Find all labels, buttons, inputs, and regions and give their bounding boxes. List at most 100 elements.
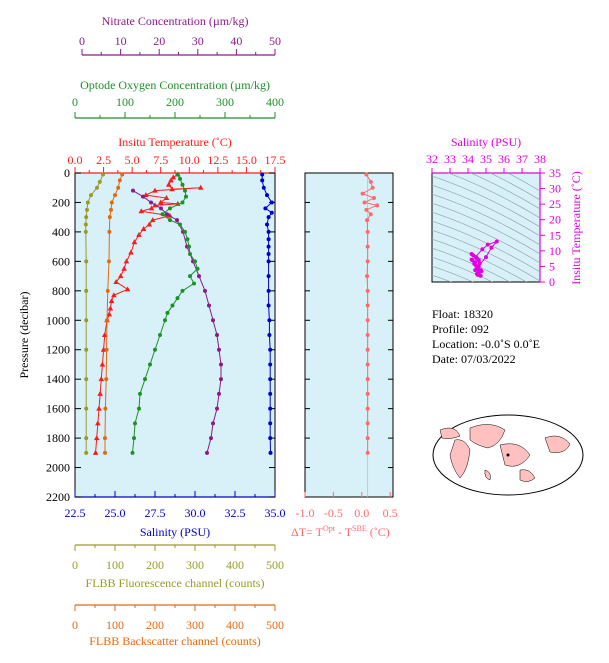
data-point-optode-oxygen-concentration — [138, 391, 142, 396]
data-point-flbb-backscatter-channel — [117, 178, 122, 183]
nitrate-axis-tick-label: 10 — [115, 34, 127, 48]
data-point-salinity — [265, 222, 269, 227]
world-map-land — [439, 427, 461, 439]
data-point-insitu-temperature — [149, 217, 156, 223]
data-point-nitrate-concentration — [217, 347, 221, 352]
data-point-insitu-temperature — [157, 199, 164, 205]
temperature-axis-tick-label: 0.0 — [68, 153, 83, 167]
data-point-t-s — [476, 258, 481, 263]
pressure-tick-label: 1200 — [46, 343, 70, 357]
temperature-axis-tick-label: 7.5 — [153, 153, 168, 167]
data-point-t-s — [470, 258, 475, 263]
data-point-salinity — [268, 406, 273, 411]
data-point-insitu-temperature — [106, 311, 113, 317]
backscatter-axis-tick-label: 300 — [186, 618, 204, 632]
delta-tick-label: 0.0 — [354, 506, 369, 520]
data-point-nitrate-concentration — [215, 333, 219, 337]
oxygen-axis-tick-label: 200 — [166, 95, 184, 109]
oxygen-axis-tick-label: 400 — [266, 95, 284, 109]
data-point-salinity — [268, 377, 273, 382]
data-point-insitu-temperature — [124, 286, 131, 292]
data-point-insitu-temperature — [163, 195, 170, 201]
data-point-insitu-temperature — [197, 184, 204, 190]
salinity-axis-tick-label: 32.5 — [225, 506, 246, 520]
ts-temperature-tick-label: 0 — [549, 275, 555, 289]
world-map-land — [469, 424, 506, 449]
ts-salinity-tick-label: 34 — [462, 152, 474, 166]
data-point-flbb-backscatter-channel — [107, 229, 112, 234]
delta-tick-label: -1.0 — [296, 506, 315, 520]
pressure-tick-label: 1000 — [46, 313, 70, 327]
delta-title-part: ΔT= T — [291, 525, 324, 539]
nitrate-axis-title: Nitrate Concentration (µm/kg) — [102, 14, 249, 28]
data-point--t — [368, 212, 373, 217]
data-point-insitu-temperature — [117, 273, 124, 279]
backscatter-axis-tick-label: 200 — [146, 618, 164, 632]
data-point-nitrate-concentration — [159, 206, 163, 211]
data-point-salinity — [265, 193, 269, 198]
backscatter-axis-tick-label: 500 — [266, 618, 284, 632]
backscatter-axis-tick-label: 0 — [72, 618, 78, 632]
data-point--t — [365, 362, 370, 367]
data-point-t-s — [474, 263, 479, 268]
fluorescence-axis-tick-label: 400 — [226, 558, 244, 572]
data-point-insitu-temperature — [170, 174, 177, 180]
data-point-insitu-temperature — [98, 376, 105, 382]
data-point-insitu-temperature — [140, 225, 147, 231]
data-point-nitrate-concentration — [219, 377, 223, 382]
data-point-optode-oxygen-concentration — [153, 347, 157, 352]
data-point-nitrate-concentration — [217, 391, 221, 396]
data-point-salinity — [263, 206, 268, 211]
data-point-insitu-temperature — [96, 405, 102, 411]
data-point--t — [365, 303, 370, 308]
data-point-salinity — [266, 229, 271, 234]
pressure-tick-label: 2000 — [46, 461, 70, 475]
data-point-optode-oxygen-concentration — [178, 176, 182, 181]
data-point--t — [364, 207, 369, 212]
world-map-land — [519, 469, 536, 482]
data-point-insitu-temperature — [131, 239, 138, 245]
data-point--t — [365, 333, 370, 337]
ts-salinity-tick-label: 36 — [498, 152, 510, 166]
data-point-flbb-backscatter-channel — [113, 193, 117, 198]
ts-density-contour — [432, 184, 540, 237]
data-point-insitu-temperature — [128, 249, 134, 255]
data-point-flbb-backscatter-channel — [103, 436, 107, 441]
oxygen-axis-tick-label: 0 — [72, 95, 78, 109]
data-point-optode-oxygen-concentration — [175, 172, 180, 177]
data-point-optode-oxygen-concentration — [168, 218, 172, 223]
fluorescence-axis-tick-label: 0 — [72, 558, 78, 572]
data-point-optode-oxygen-concentration — [168, 206, 172, 211]
nitrate-axis-tick-label: 50 — [269, 34, 281, 48]
data-point-optode-oxygen-concentration — [132, 436, 136, 441]
data-point--t — [360, 191, 365, 196]
ts-temperature-tick-label: 35 — [549, 166, 561, 180]
oxygen-axis-tick-label: 300 — [216, 95, 234, 109]
data-point-flbb-backscatter-channel — [109, 207, 113, 212]
data-point-flbb-backscatter-channel — [103, 406, 108, 411]
pressure-tick-label: 400 — [52, 225, 70, 239]
delta-tick-label: -0.5 — [324, 506, 343, 520]
data-point-t-s — [494, 239, 499, 244]
ts-density-contour — [507, 173, 540, 192]
data-point-flbb-fluorescence-channel — [84, 406, 89, 411]
backscatter-axis-tick-label: 100 — [106, 618, 124, 632]
data-point-optode-oxygen-concentration — [163, 318, 167, 323]
data-point-optode-oxygen-concentration — [130, 450, 135, 455]
ts-density-contour — [432, 274, 453, 282]
data-point--t — [365, 274, 370, 279]
data-point-flbb-fluorescence-channel — [89, 193, 93, 198]
series-line-optode-oxygen-concentration — [132, 174, 199, 453]
nitrate-axis-tick-label: 20 — [153, 34, 165, 48]
ts-density-contour — [489, 173, 540, 201]
ts-temperature-tick-label: 20 — [549, 213, 561, 227]
data-point-flbb-fluorescence-channel — [84, 259, 89, 264]
data-point-flbb-backscatter-channel — [107, 215, 112, 220]
info-date: Date: 07/03/2022 — [432, 352, 516, 366]
info-float: Float: 18320 — [432, 307, 493, 321]
data-point-salinity — [268, 347, 273, 352]
data-point-nitrate-concentration — [197, 274, 201, 279]
data-point-salinity — [268, 362, 273, 367]
salinity-axis-title: Salinity (PSU) — [140, 525, 210, 539]
data-point-insitu-temperature — [97, 390, 103, 396]
